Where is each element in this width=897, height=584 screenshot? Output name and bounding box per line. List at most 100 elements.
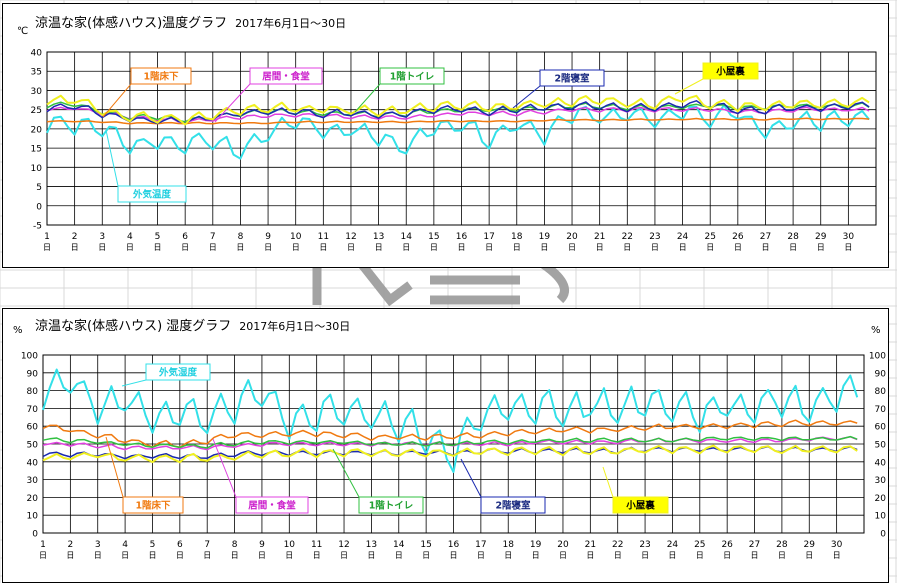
x-tick-label: 23 [649,232,660,242]
x-tick-suffix: 日 [313,551,321,560]
x-tick-suffix: 日 [586,551,594,560]
y-tick-label: 10 [27,512,39,522]
x-tick-suffix: 日 [98,243,106,252]
svg-text:1階トイレ: 1階トイレ [390,71,435,83]
x-tick-label: 27 [760,232,771,242]
x-tick-suffix: 日 [696,551,704,560]
x-tick-suffix: 日 [203,551,211,560]
x-tick-suffix: 日 [319,243,327,252]
x-tick-suffix: 日 [778,551,786,560]
x-tick-label: 7 [210,232,216,242]
y-tick-label-right: 90 [875,369,887,379]
svg-text:2階寝室: 2階寝室 [554,73,590,85]
y-tick-label-right: 70 [875,405,887,415]
x-tick-label: 20 [566,232,578,242]
x-tick-suffix: 日 [264,243,272,252]
y-tick-label: -5 [33,222,42,232]
x-tick-label: 21 [594,232,605,242]
series-line-4 [42,435,858,449]
x-tick-suffix: 日 [375,243,383,252]
humidity-plot: 0 0 10 10 20 20 30 30 40 40 50 50 60 60 70 70 80 80 90 90 10… [21,352,887,561]
y-tick-label-right: 10 [875,512,887,522]
x-tick-label: 4 [122,540,128,550]
x-tick-suffix: 日 [209,243,217,252]
x-tick-label: 19 [539,232,551,242]
humidity-chart-title-text: 涼温な家(体感ハウス) 湿度グラフ [35,319,232,334]
svg-text:居間・食堂: 居間・食堂 [248,500,296,512]
x-tick-suffix: 日 [402,243,410,252]
svg-text:小屋裏: 小屋裏 [625,500,655,512]
svg-text:外気湿度: 外気湿度 [158,367,198,379]
x-tick-suffix: 日 [176,551,184,560]
series-callout-label: 小屋裏 [674,62,759,95]
x-tick-label: 25 [704,232,715,242]
x-tick-suffix: 日 [458,243,466,252]
x-tick-label: 10 [284,540,296,550]
y-tick-label-right: 60 [875,423,887,433]
x-tick-label: 17 [475,540,486,550]
humidity-y-unit-right: % [871,325,881,336]
series-callout-label: 2階寝室 [460,458,546,514]
x-tick-label: 11 [311,540,322,550]
x-tick-label: 12 [338,540,349,550]
humidity-y-unit-left: % [13,325,23,336]
x-tick-label: 6 [182,232,188,242]
x-tick-suffix: 日 [723,551,731,560]
x-tick-suffix: 日 [761,243,769,252]
x-tick-label: 14 [393,540,405,550]
x-tick-label: 15 [428,232,439,242]
x-tick-suffix: 日 [154,243,162,252]
x-tick-suffix: 日 [817,243,825,252]
x-tick-suffix: 日 [596,243,604,252]
x-tick-label: 3 [99,232,105,242]
x-tick-suffix: 日 [422,551,430,560]
x-tick-suffix: 日 [833,551,841,560]
x-tick-suffix: 日 [485,243,493,252]
svg-text:外気温度: 外気温度 [132,189,172,201]
x-tick-label: 16 [448,540,460,550]
x-tick-suffix: 日 [679,243,687,252]
x-tick-label: 16 [456,232,468,242]
x-tick-label: 7 [204,540,210,550]
x-tick-label: 1 [40,540,46,550]
x-tick-label: 3 [95,540,101,550]
x-tick-label: 29 [815,232,827,242]
series-line-1 [42,368,859,473]
svg-text:居間・食堂: 居間・食堂 [262,71,310,83]
series-callout-label: 1階床下 [102,67,192,118]
y-tick-label: 70 [27,405,39,415]
x-tick-suffix: 日 [121,551,129,560]
x-tick-label: 28 [787,232,799,242]
x-tick-suffix: 日 [292,243,300,252]
x-tick-label: 12 [345,232,356,242]
x-tick-suffix: 日 [430,243,438,252]
x-tick-label: 22 [612,540,623,550]
humidity-chart-period: 2017年6月1日～30日 [239,320,351,333]
y-tick-label: 0 [36,202,42,212]
y-tick-label: 20 [27,494,39,504]
x-tick-suffix: 日 [641,551,649,560]
series-line-6 [46,94,870,126]
x-tick-label: 8 [238,232,244,242]
y-tick-label: 60 [27,423,39,433]
x-tick-label: 13 [373,232,384,242]
y-tick-label: 20 [31,125,43,135]
y-tick-label: 15 [31,145,42,155]
x-tick-label: 9 [259,540,265,550]
x-tick-suffix: 日 [71,243,79,252]
series-callout-label: 小屋裏 [602,466,669,514]
y-tick-label-right: 30 [875,476,887,486]
svg-text:1階床下: 1階床下 [135,500,171,512]
x-tick-label: 6 [177,540,183,550]
svg-text:小屋裏: 小屋裏 [715,66,745,78]
x-tick-label: 4 [127,232,133,242]
x-tick-suffix: 日 [126,243,134,252]
x-tick-suffix: 日 [734,243,742,252]
y-tick-label: 30 [27,476,39,486]
x-tick-suffix: 日 [532,551,540,560]
y-tick-label: 100 [21,352,38,362]
temperature-chart-panel: 涼温な家(体感ハウス)温度グラフ 2017年6月1日～30日 ℃ -5 0 5 10 15… [2,3,889,268]
x-tick-label: 8 [232,540,238,550]
y-tick-label-right: 80 [875,387,887,397]
x-tick-label: 11 [318,232,329,242]
